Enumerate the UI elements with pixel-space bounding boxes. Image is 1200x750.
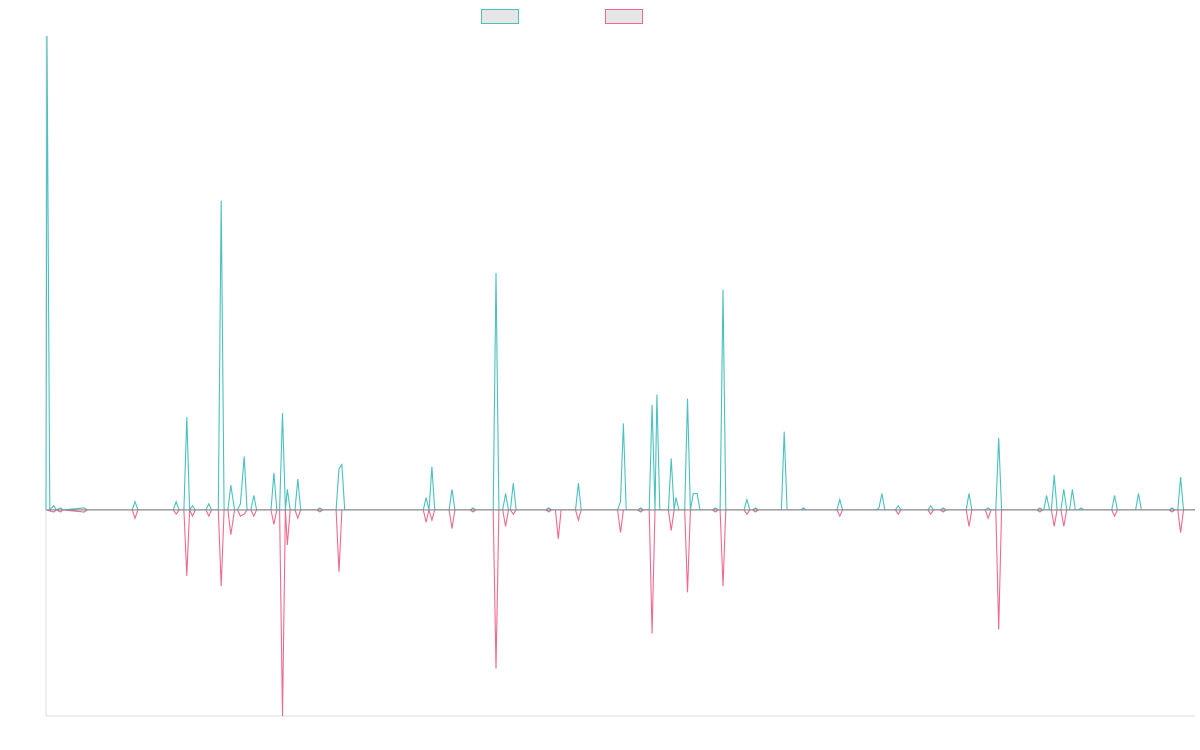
series-line-2 [45, 509, 1195, 717]
legend [0, 9, 1200, 27]
series-line-1 [45, 35, 1195, 512]
legend-swatch-series-1[interactable] [481, 9, 519, 24]
legend-swatch-series-2[interactable] [605, 9, 643, 24]
